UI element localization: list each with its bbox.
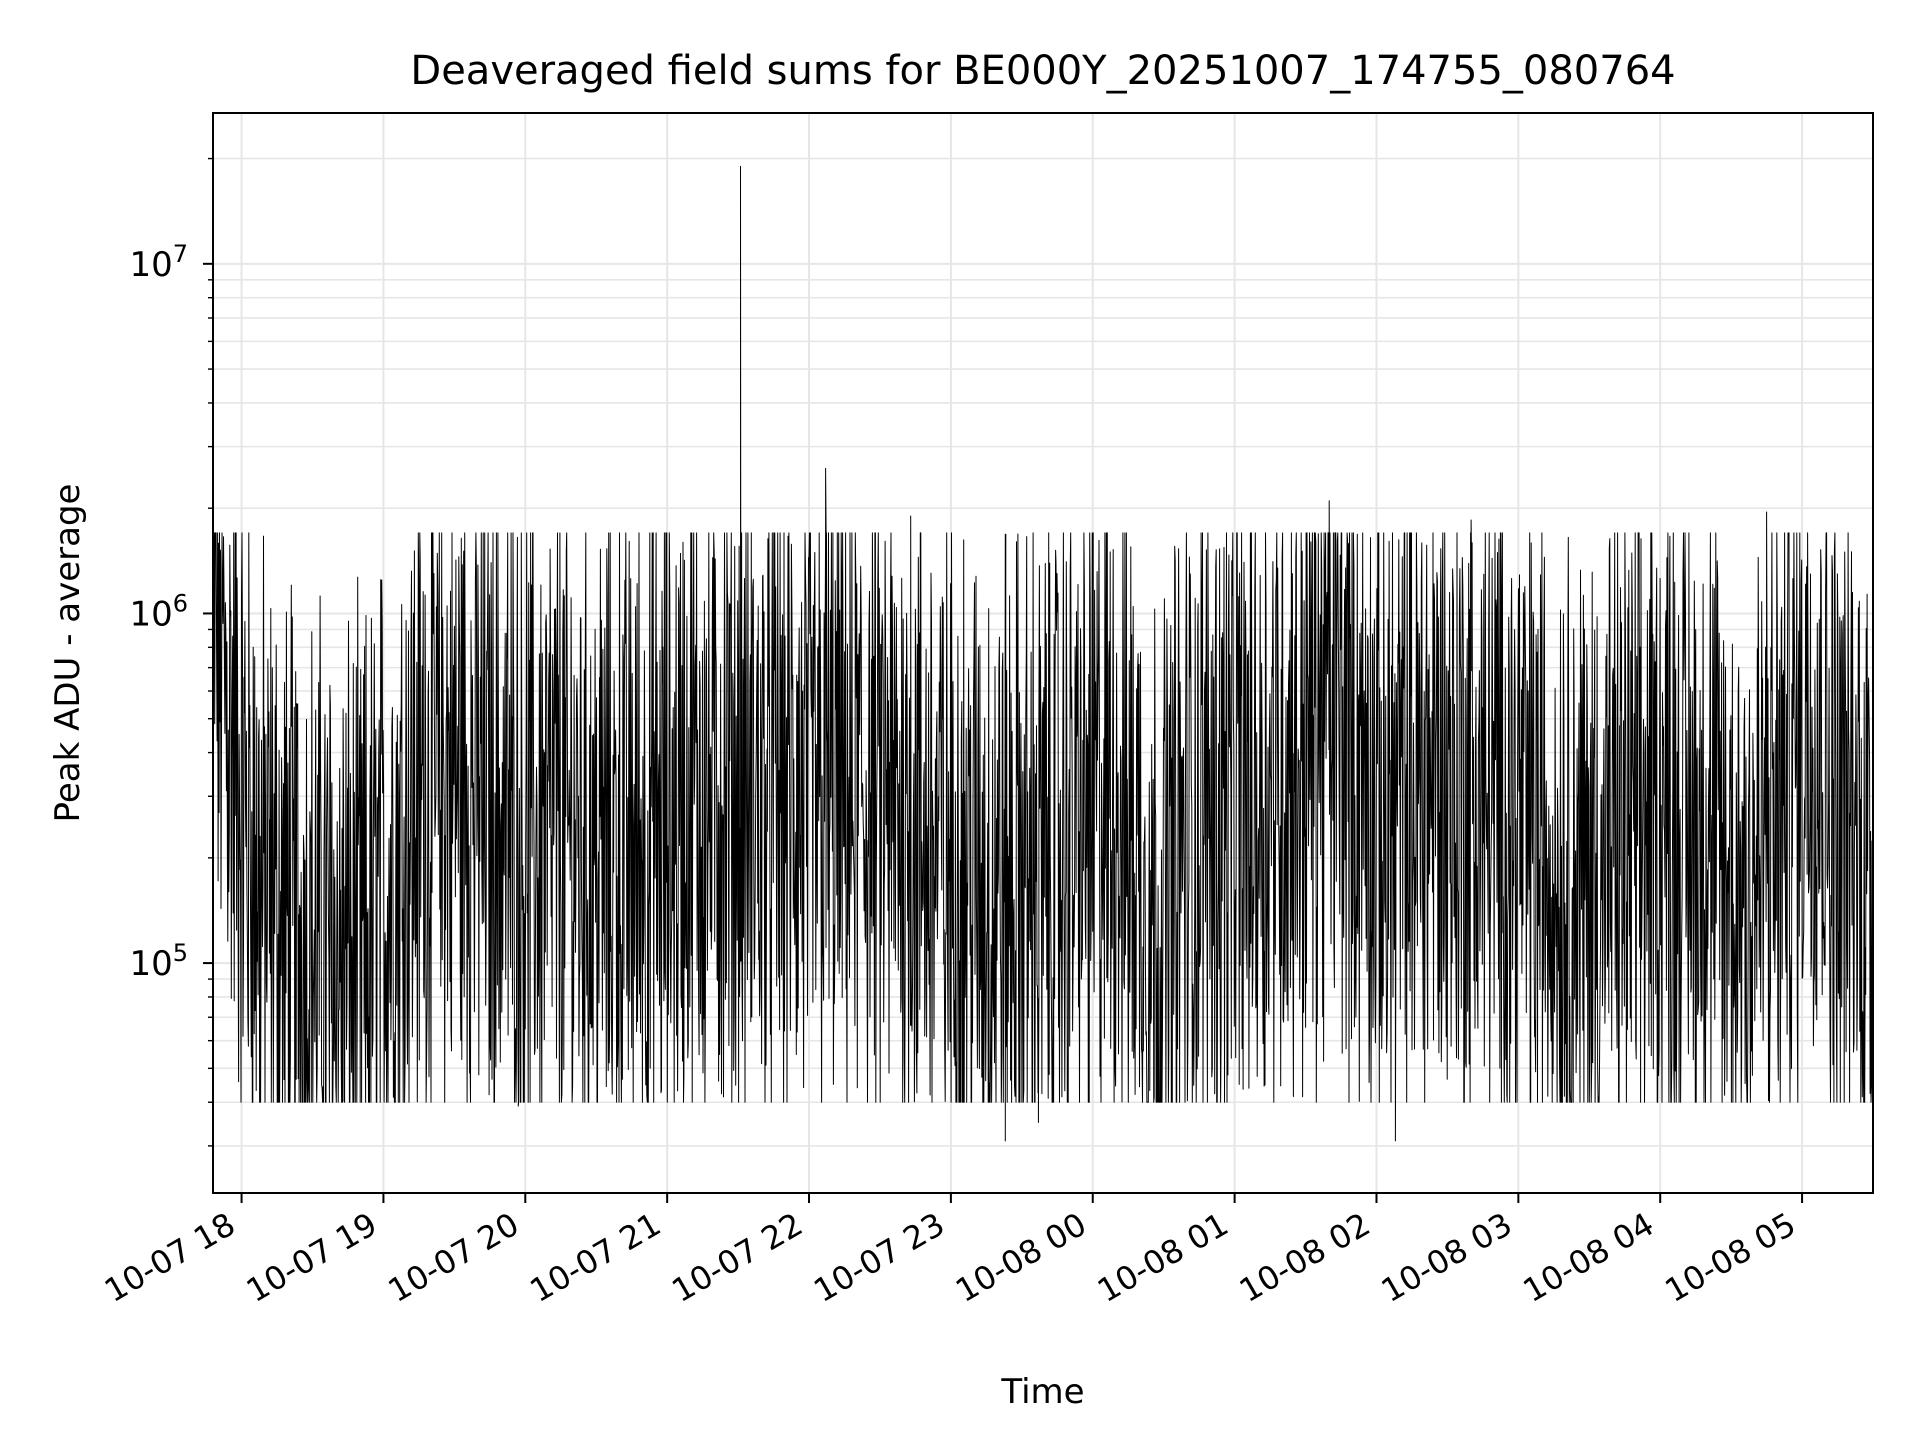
plot-area xyxy=(213,165,1873,1142)
plot-frame xyxy=(212,112,1874,1194)
y-axis-label: Peak ADU - average xyxy=(48,484,88,823)
y-tick-label: 105 xyxy=(129,939,188,984)
series-line xyxy=(213,165,1873,1142)
chart-title: Deaveraged field sums for BE000Y_2025100… xyxy=(410,48,1675,94)
x-axis-label: Time xyxy=(1000,1372,1084,1412)
